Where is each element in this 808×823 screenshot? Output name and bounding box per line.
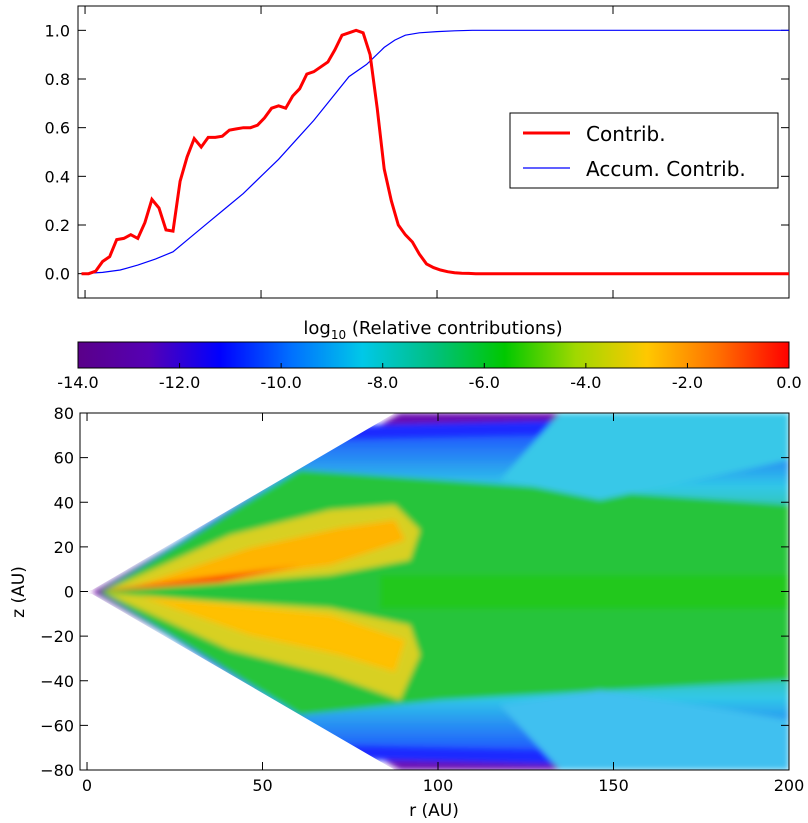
heatmap-x-axis: 0 50 100 150 200 — [82, 413, 804, 795]
legend-label-contrib: Contrib. — [586, 122, 666, 146]
heatmap-x-tick-label: 150 — [598, 776, 629, 795]
line-y-tick-label: 0.6 — [45, 119, 70, 138]
line-x-axis — [84, 6, 790, 298]
colorbar: log10 (Relative contributions) -14.0 -12.… — [57, 318, 801, 392]
heatmap-y-tick-label: −20 — [40, 627, 74, 646]
heatmap-y-tick-label: 40 — [54, 493, 74, 512]
colorbar-tick-label: -6.0 — [469, 373, 500, 392]
heatmap-region-midplane — [380, 575, 789, 609]
line-plot-frame — [77, 5, 790, 299]
heatmap-y-tick-label: 20 — [54, 538, 74, 557]
colorbar-title-log: log — [303, 318, 330, 339]
heatmap-mask-top — [80, 413, 395, 590]
heatmap-y-tick-label: −80 — [40, 761, 74, 780]
heatmap-region-upper-right-cyan — [500, 413, 789, 500]
heatmap-x-tick-label: 200 — [774, 776, 805, 795]
heatmap-x-tick-label: 50 — [252, 776, 272, 795]
heatmap-region-lower-right-cyan — [500, 690, 789, 770]
colorbar-tick-label: 0.0 — [776, 373, 801, 392]
heatmap-y-tick-label: 60 — [54, 449, 74, 468]
heatmap-y-tick-label: 0 — [64, 583, 74, 602]
heatmap-field — [80, 413, 789, 770]
colorbar-title: log10 (Relative contributions) — [303, 318, 562, 342]
heatmap-x-tick-label: 0 — [82, 776, 92, 795]
heatmap-y-tick-label: 80 — [54, 404, 74, 423]
heatmap-region-disc-red — [92, 566, 300, 592]
series-contrib-line — [81, 28, 789, 276]
heatmap-x-axis-label: r (AU) — [409, 801, 459, 821]
heatmap-mask-bottom — [80, 594, 395, 770]
colorbar-tick-label: -12.0 — [159, 373, 200, 392]
contribution-line-chart: 0.0 0.2 0.4 0.6 0.8 1.0 Contrib. Accum. Contr… — [45, 5, 790, 299]
heatmap-y-axis-label: z (AU) — [9, 566, 29, 618]
heatmap-y-tick-label: −60 — [40, 716, 74, 735]
line-y-tick-label: 0.4 — [45, 167, 70, 186]
colorbar-tick-label: -4.0 — [570, 373, 601, 392]
heatmap-y-tick-label: −40 — [40, 672, 74, 691]
line-y-tick-label: 0.2 — [45, 216, 70, 235]
colorbar-tick-label: -10.0 — [260, 373, 301, 392]
colorbar-ticks: -14.0 -12.0 -10.0 -8.0 -6.0 -4.0 -2.0 0.0 — [57, 363, 802, 392]
heatmap-x-tick-label: 100 — [423, 776, 454, 795]
line-y-tick-label: 0.8 — [45, 70, 70, 89]
heatmap-y-axis: 80 60 40 20 0 −20 −40 −60 −80 — [40, 404, 789, 780]
colorbar-tick-label: -14.0 — [57, 373, 98, 392]
line-y-tick-label: 0.0 — [45, 265, 70, 284]
legend-label-accum: Accum. Contrib. — [586, 157, 746, 181]
heatmap-region-upper-orange — [130, 520, 405, 588]
heatmap-region-lower-orange — [140, 596, 405, 672]
legend: Contrib. Accum. Contrib. — [509, 112, 779, 189]
line-y-tick-label: 1.0 — [45, 21, 70, 40]
colorbar-title-rest: (Relative contributions) — [346, 318, 563, 339]
series-accum-contrib-line — [81, 29, 789, 275]
colorbar-scale — [77, 341, 790, 369]
legend-box — [509, 112, 779, 189]
colorbar-title-sub: 10 — [331, 328, 346, 342]
line-y-axis: 0.0 0.2 0.4 0.6 0.8 1.0 — [45, 21, 789, 284]
colorbar-tick-label: -2.0 — [672, 373, 703, 392]
colorbar-tick-label: -8.0 — [367, 373, 398, 392]
